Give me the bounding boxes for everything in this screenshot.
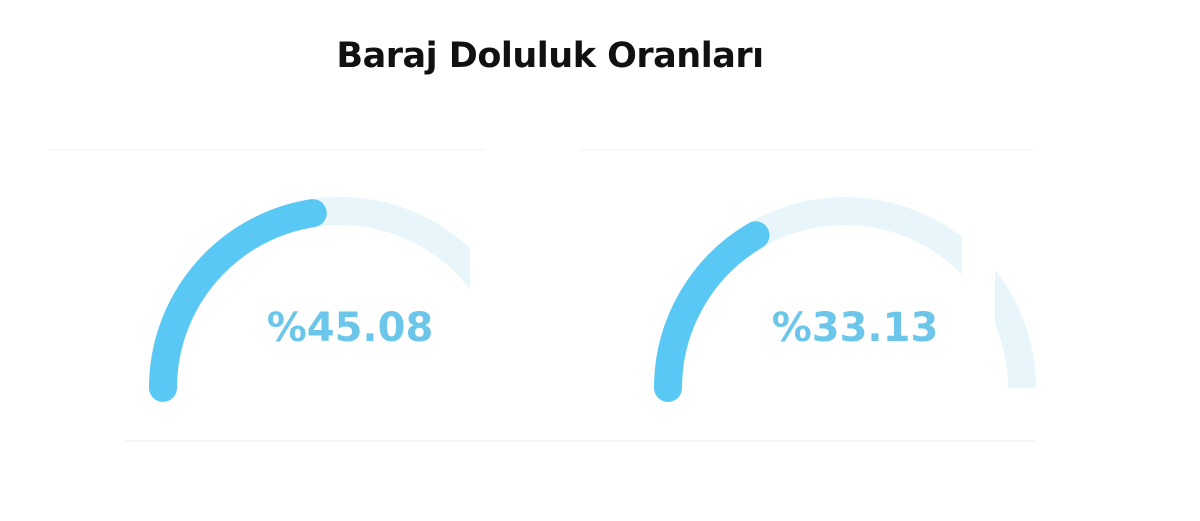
mask-rect [1036,190,1136,420]
gauge-value-label: %33.13 [772,305,939,351]
gauge-track [149,197,531,389]
chart-title: Baraj Doluluk Oranları [336,36,764,76]
mask-rect [962,190,995,420]
mask-rect [470,190,605,420]
gauge-value-label: %45.08 [267,305,434,351]
gauge-fill [149,199,327,402]
gauge-fill [654,221,770,402]
